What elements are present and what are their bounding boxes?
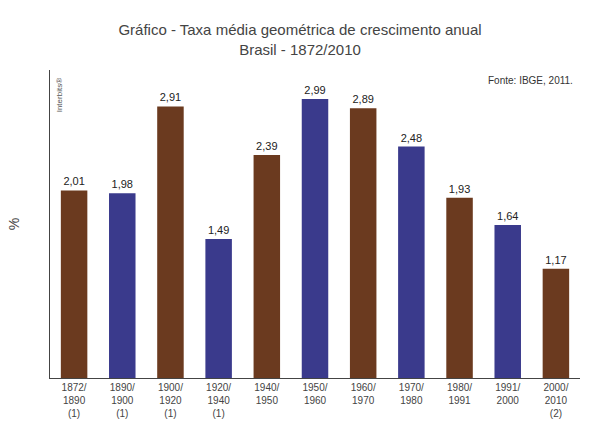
svg-text:2,39: 2,39 (256, 140, 277, 152)
svg-text:1991/2000: 1991/2000 (495, 382, 520, 406)
svg-text:1,17: 1,17 (545, 254, 566, 266)
svg-text:1,98: 1,98 (112, 178, 133, 190)
svg-text:2,91: 2,91 (160, 91, 181, 103)
svg-text:1980/1991: 1980/1991 (447, 382, 472, 406)
svg-text:1920/1940(1): 1920/1940(1) (206, 382, 231, 419)
svg-text:2000/2010(2): 2000/2010(2) (543, 382, 568, 419)
svg-text:1,93: 1,93 (449, 183, 470, 195)
svg-text:1890/1900(1): 1890/1900(1) (110, 382, 135, 419)
svg-text:1950/1960: 1950/1960 (302, 382, 327, 406)
svg-text:1960/1970: 1960/1970 (351, 382, 376, 406)
svg-text:Interbits®: Interbits® (55, 78, 64, 112)
svg-text:1900/1920(1): 1900/1920(1) (158, 382, 183, 419)
svg-text:2,89: 2,89 (352, 93, 373, 105)
svg-text:Gráfico - Taxa média geométric: Gráfico - Taxa média geométrica de cresc… (118, 21, 481, 58)
svg-text:1,64: 1,64 (497, 210, 518, 222)
svg-text:%: % (6, 218, 22, 230)
svg-text:1970/1980: 1970/1980 (399, 382, 424, 406)
svg-text:2,01: 2,01 (63, 175, 84, 187)
svg-text:1940/1950: 1940/1950 (254, 382, 279, 406)
svg-text:2,48: 2,48 (401, 132, 422, 144)
svg-text:1,49: 1,49 (208, 224, 229, 236)
svg-text:1872/1890(1): 1872/1890(1) (62, 382, 87, 419)
svg-text:Fonte: IBGE, 2011.: Fonte: IBGE, 2011. (488, 75, 573, 86)
svg-text:2,99: 2,99 (304, 84, 325, 96)
